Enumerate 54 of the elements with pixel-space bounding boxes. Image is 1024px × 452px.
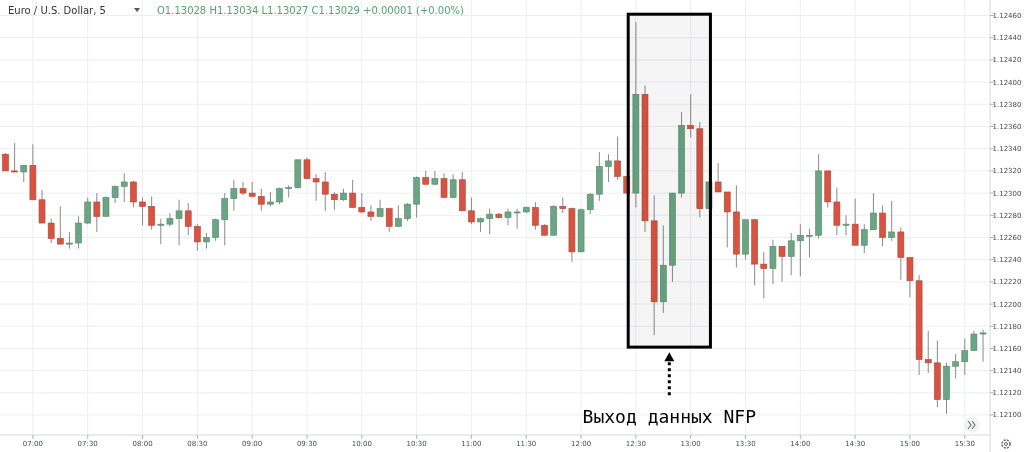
candlestick (760, 251, 768, 300)
candlestick (57, 205, 64, 245)
candlestick (321, 171, 329, 212)
candlestick (614, 135, 621, 181)
candlestick (860, 223, 868, 254)
candlestick (431, 170, 439, 186)
candlestick (924, 330, 932, 374)
candlestick (349, 179, 356, 209)
candlestick (440, 172, 448, 199)
candlestick (723, 191, 731, 248)
candlestick (120, 172, 128, 203)
candlestick (586, 192, 594, 215)
candlestick (806, 228, 813, 258)
candlestick (851, 198, 859, 246)
candlestick (952, 353, 959, 379)
candlestick (833, 187, 841, 236)
candlestick (385, 207, 393, 233)
candlestick (395, 204, 402, 227)
candlestick (532, 201, 539, 231)
candlestick (486, 208, 494, 235)
candlestick (75, 215, 82, 250)
candlestick (870, 192, 877, 231)
candlestick (285, 184, 292, 199)
candlestick (84, 197, 92, 225)
candlestick (778, 245, 786, 283)
candlestick (194, 223, 201, 252)
candlestick (221, 192, 229, 246)
candlestick (714, 162, 722, 193)
candlestick (93, 192, 101, 233)
candlestick (139, 197, 146, 226)
candlestick (449, 173, 457, 199)
candlestick (376, 199, 384, 217)
candlestick (148, 195, 155, 231)
text: O1.13028 H1.13034 L1.13027 C1.13029 +0.00001 (+0.00%) (157, 5, 465, 16)
candlestick (130, 180, 137, 209)
candlestick (47, 218, 55, 244)
candlestick (842, 214, 850, 236)
candlestick (888, 200, 895, 242)
candlestick (769, 239, 777, 285)
candlestick (468, 197, 475, 225)
candlestick (367, 204, 375, 222)
candlestick (11, 142, 18, 173)
candlestick (184, 202, 192, 236)
text: Euro / U.S. Dollar, 5 (8, 5, 106, 16)
candlestick (157, 218, 165, 245)
candlestick (230, 179, 238, 212)
candlestick (787, 232, 795, 276)
candlestick (605, 153, 612, 183)
candlestick (239, 181, 247, 196)
candlestick (961, 337, 969, 376)
candlestick (257, 188, 265, 212)
candlestick (687, 93, 694, 139)
legend-label: Выход данных NFP (582, 406, 757, 428)
candlestick (797, 223, 804, 277)
